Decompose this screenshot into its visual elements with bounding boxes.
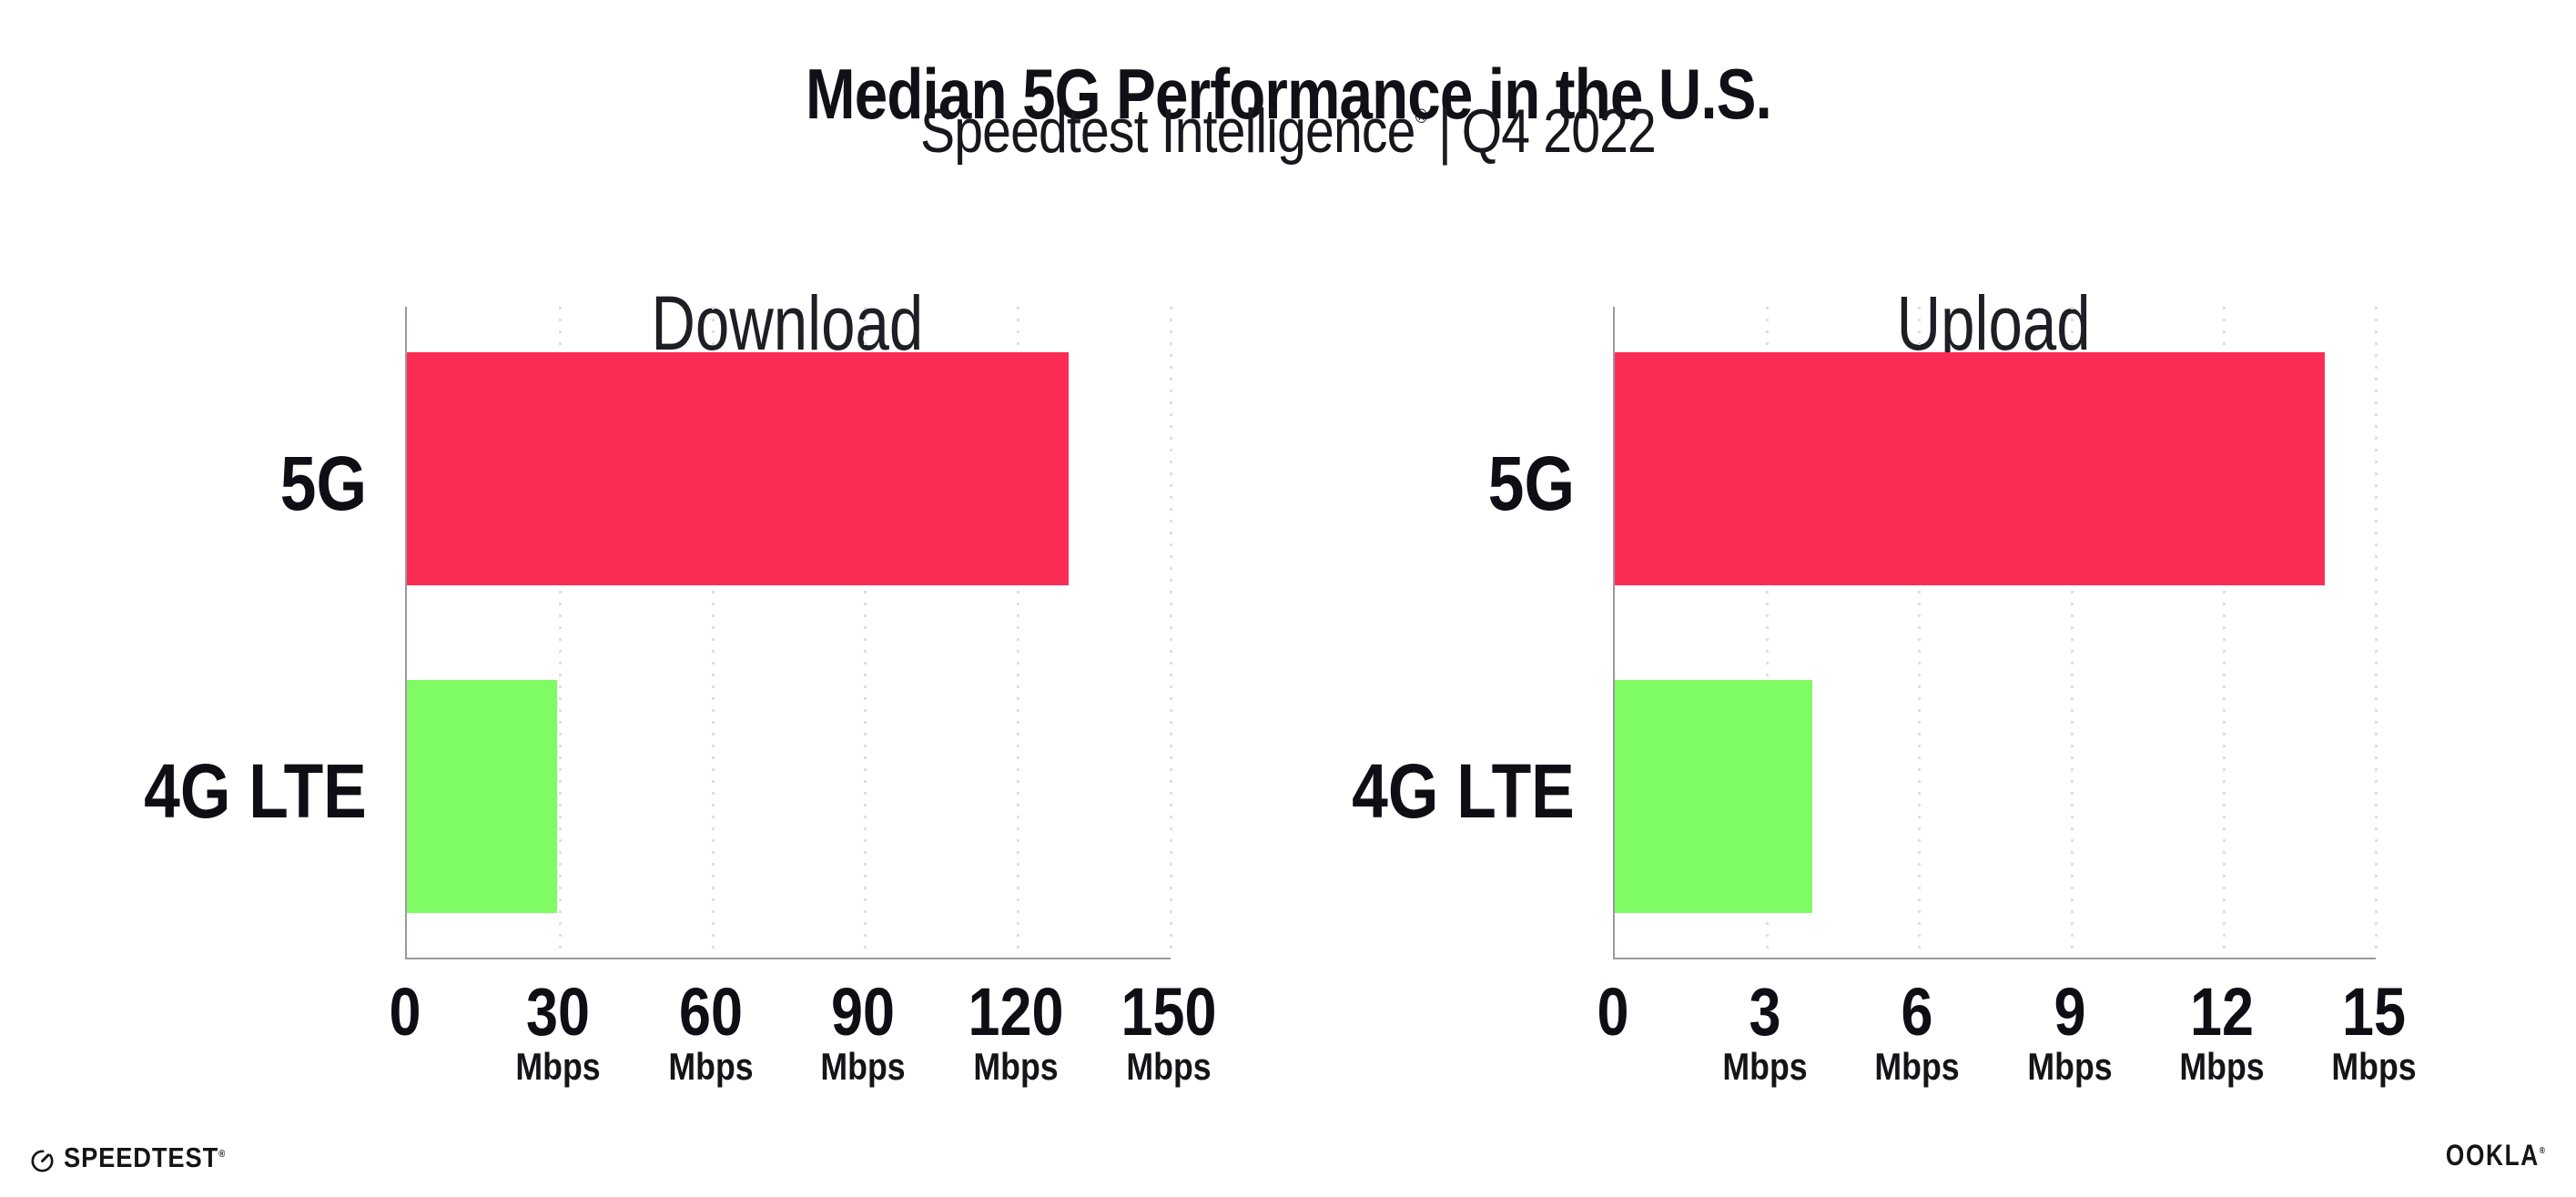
download-category-label-5g: 5G bbox=[279, 441, 367, 526]
gridline bbox=[2070, 307, 2074, 958]
upload-bar-4g-lte bbox=[1615, 680, 1813, 913]
ookla-trademark-symbol: ® bbox=[2539, 1146, 2545, 1156]
page-title-text: Median 5G Performance in the U.S. bbox=[805, 54, 1772, 135]
page-subtitle: Speedtest Intelligence® | Q4 2022 bbox=[0, 99, 2576, 178]
gridline bbox=[1017, 307, 1020, 958]
upload-plot-area bbox=[1613, 307, 2378, 959]
x-tick: 150 Mbps bbox=[1121, 974, 1217, 1088]
speedtest-wordmark: SPEEDTEST® bbox=[64, 1141, 226, 1173]
speedtest-gauge-icon bbox=[30, 1149, 55, 1173]
download-category-label-4g-lte: 4G LTE bbox=[144, 748, 367, 834]
upload-chart-title: Upload bbox=[1896, 279, 2091, 366]
speedtest-logo: SPEEDTEST® bbox=[30, 1141, 247, 1176]
gridline bbox=[1170, 307, 1172, 958]
x-tick: 15 Mbps bbox=[2331, 974, 2417, 1088]
gridline bbox=[711, 307, 715, 958]
x-tick: 60 Mbps bbox=[667, 974, 754, 1088]
x-tick: 30 Mbps bbox=[515, 974, 601, 1088]
x-tick: 120 Mbps bbox=[968, 974, 1064, 1088]
gridline bbox=[1766, 307, 1770, 958]
gridline bbox=[2222, 307, 2226, 958]
upload-bar-5g bbox=[1615, 352, 2326, 585]
download-chart-title: Download bbox=[651, 279, 923, 366]
speedtest-trademark-symbol: ® bbox=[218, 1148, 226, 1160]
ookla-wordmark: OOKLA® bbox=[2446, 1139, 2545, 1172]
ookla-logo: OOKLA® bbox=[2424, 1141, 2545, 1178]
upload-x-axis: 0 3 Mbps 6 Mbps 9 Mbps 12 Mbps 15 Mbps bbox=[1597, 974, 2417, 1097]
gridline bbox=[558, 307, 562, 958]
subtitle-separator: | bbox=[1437, 96, 1452, 166]
x-tick: 0 bbox=[1597, 974, 1629, 1050]
registered-trademark-symbol: ® bbox=[1415, 105, 1428, 127]
gridline bbox=[1918, 307, 1922, 958]
x-tick: 9 Mbps bbox=[2026, 974, 2113, 1088]
x-tick: 90 Mbps bbox=[820, 974, 906, 1088]
download-x-axis: 0 30 Mbps 60 Mbps 90 Mbps 120 Mbps 150 Mbps bbox=[390, 974, 1217, 1097]
gridline bbox=[864, 307, 867, 958]
x-tick: 0 bbox=[389, 974, 421, 1050]
download-bar-5g bbox=[407, 352, 1070, 585]
upload-category-label-4g-lte: 4G LTE bbox=[1352, 748, 1575, 834]
x-tick: 3 Mbps bbox=[1722, 974, 1808, 1088]
subtitle-period: Q4 2022 bbox=[1461, 96, 1657, 166]
upload-category-label-5g: 5G bbox=[1487, 441, 1575, 526]
download-bar-4g-lte bbox=[407, 680, 557, 913]
download-plot-area bbox=[405, 307, 1172, 959]
x-tick: 12 Mbps bbox=[2179, 974, 2265, 1088]
x-tick: 6 Mbps bbox=[1874, 974, 1960, 1088]
subtitle-product: Speedtest Intelligence bbox=[919, 96, 1415, 166]
page-title: Median 5G Performance in the U.S. bbox=[0, 58, 2576, 129]
gridline bbox=[2375, 307, 2378, 958]
